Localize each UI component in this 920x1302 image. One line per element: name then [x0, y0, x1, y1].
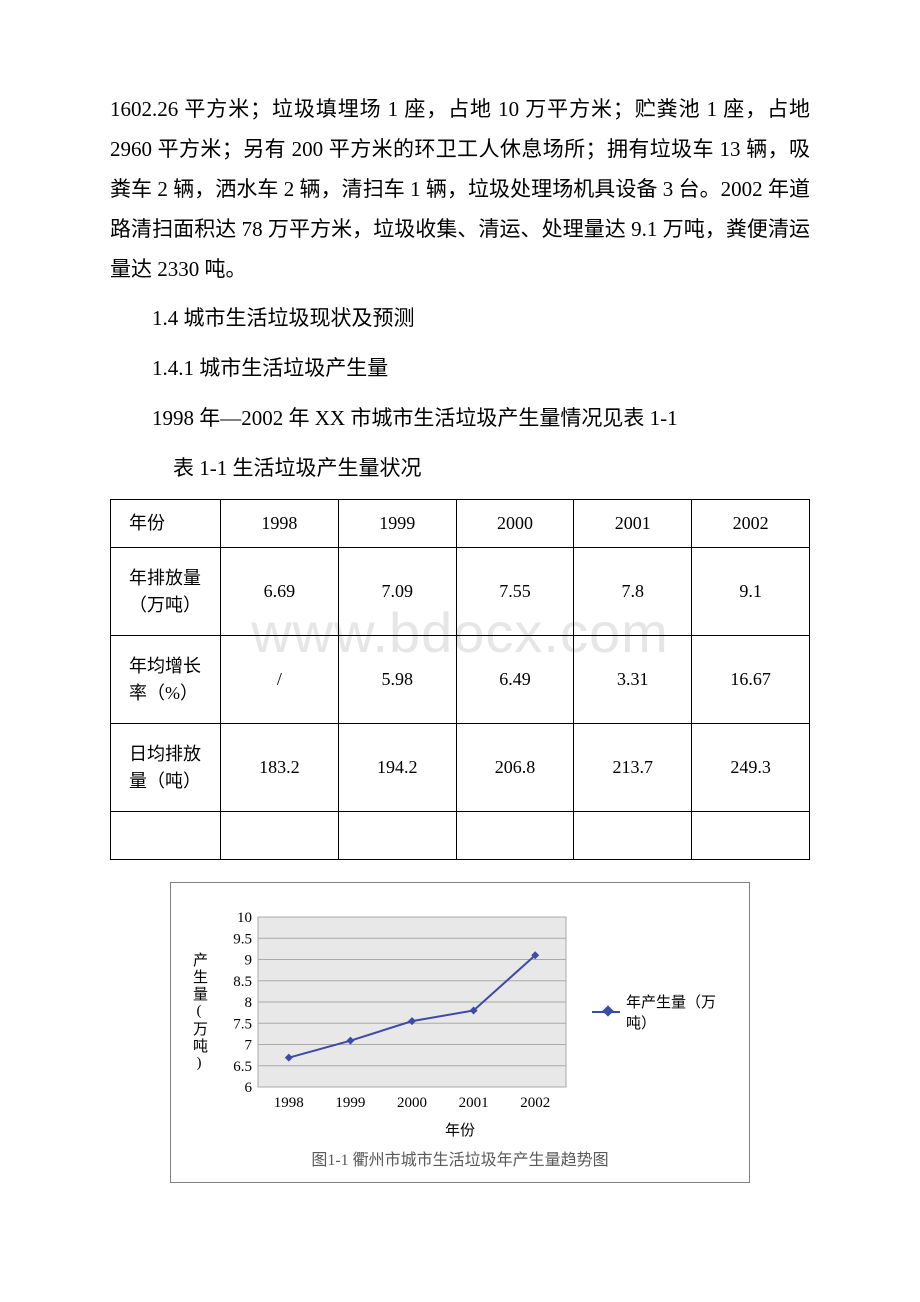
- table-cell: 3.31: [574, 636, 692, 724]
- svg-text:2000: 2000: [397, 1095, 427, 1111]
- table-cell: 2002: [692, 500, 810, 548]
- svg-text:9: 9: [245, 953, 253, 969]
- table-cell: 2001: [574, 500, 692, 548]
- svg-text:2002: 2002: [520, 1095, 550, 1111]
- table-header-daily: 日均排放量（吨）: [111, 724, 221, 812]
- chart-x-axis-label: 年份: [189, 1119, 731, 1140]
- table-row: 年均增长率（%） / 5.98 6.49 3.31 16.67: [111, 636, 810, 724]
- svg-text:1998: 1998: [274, 1095, 304, 1111]
- legend-marker-icon: [592, 1011, 620, 1013]
- table-cell: 2000: [456, 500, 574, 548]
- table-cell: 213.7: [574, 724, 692, 812]
- svg-text:6: 6: [245, 1080, 253, 1096]
- table-cell: 9.1: [692, 548, 810, 636]
- table-cell-empty: [338, 812, 456, 860]
- svg-text:6.5: 6.5: [233, 1059, 252, 1075]
- table-header-year: 年份: [111, 500, 221, 548]
- table-header-growth: 年均增长率（%）: [111, 636, 221, 724]
- table-row: 年排放量（万吨） 6.69 7.09 7.55 7.8 9.1: [111, 548, 810, 636]
- svg-text:9.5: 9.5: [233, 931, 252, 947]
- svg-text:1999: 1999: [335, 1095, 365, 1111]
- svg-text:7: 7: [245, 1038, 253, 1054]
- waste-table: 年份 1998 1999 2000 2001 2002 年排放量（万吨） 6.6…: [110, 499, 810, 860]
- table-cell-empty: [574, 812, 692, 860]
- svg-text:8: 8: [245, 995, 253, 1011]
- chart-y-axis-label: 产生量(万吨): [189, 952, 210, 1073]
- table-cell: 1999: [338, 500, 456, 548]
- document-content: 1602.26 平方米；垃圾填埋场 1 座，占地 10 万平方米；贮粪池 1 座…: [110, 90, 810, 1183]
- table-cell: 249.3: [692, 724, 810, 812]
- legend-label: 年产生量（万吨）: [626, 991, 731, 1033]
- table-row: [111, 812, 810, 860]
- chart-container: 产生量(万吨) 6 6.5 7 7.5 8 8.5 9 9.5 10 1998 1999 2000 20…: [170, 882, 750, 1183]
- svg-text:2001: 2001: [459, 1095, 489, 1111]
- table-caption: 表 1-1 生活垃圾产生量状况: [110, 449, 810, 489]
- table-cell: 6.49: [456, 636, 574, 724]
- chart-legend: 年产生量（万吨）: [592, 991, 731, 1033]
- paragraph-intro: 1602.26 平方米；垃圾填埋场 1 座，占地 10 万平方米；贮粪池 1 座…: [110, 90, 810, 289]
- svg-text:7.5: 7.5: [233, 1016, 252, 1032]
- table-cell-empty: [221, 812, 339, 860]
- chart-caption: 图1-1 衢州市城市生活垃圾年产生量趋势图: [189, 1146, 731, 1170]
- table-cell-empty: [456, 812, 574, 860]
- heading-1-4-1: 1.4.1 城市生活垃圾产生量: [110, 349, 810, 389]
- table-cell: 194.2: [338, 724, 456, 812]
- table-row: 日均排放量（吨） 183.2 194.2 206.8 213.7 249.3: [111, 724, 810, 812]
- table-cell-empty: [111, 812, 221, 860]
- table-cell-empty: [692, 812, 810, 860]
- table-cell: 7.09: [338, 548, 456, 636]
- table-cell: /: [221, 636, 339, 724]
- svg-text:10: 10: [237, 910, 252, 926]
- table-cell: 183.2: [221, 724, 339, 812]
- table-header-annual: 年排放量（万吨）: [111, 548, 221, 636]
- svg-text:8.5: 8.5: [233, 974, 252, 990]
- table-cell: 6.69: [221, 548, 339, 636]
- table-cell: 206.8: [456, 724, 574, 812]
- paragraph-table-ref: 1998 年—2002 年 XX 市城市生活垃圾产生量情况见表 1-1: [110, 399, 810, 439]
- heading-1-4: 1.4 城市生活垃圾现状及预测: [110, 299, 810, 339]
- table-cell: 7.8: [574, 548, 692, 636]
- table-cell: 16.67: [692, 636, 810, 724]
- line-chart: 6 6.5 7 7.5 8 8.5 9 9.5 10 1998 1999 2000 2001 2002: [216, 907, 576, 1117]
- table-cell: 5.98: [338, 636, 456, 724]
- table-cell: 7.55: [456, 548, 574, 636]
- table-row: 年份 1998 1999 2000 2001 2002: [111, 500, 810, 548]
- table-cell: 1998: [221, 500, 339, 548]
